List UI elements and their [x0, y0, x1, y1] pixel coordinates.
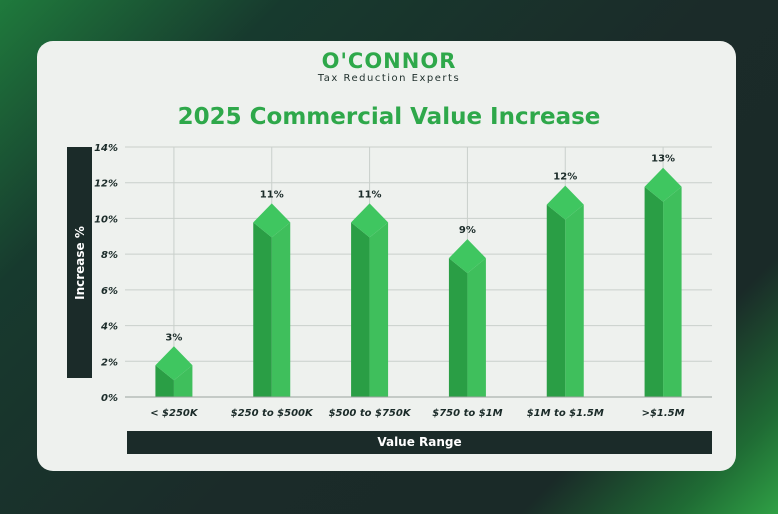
y-tick-label: 0%	[101, 393, 118, 404]
x-axis-label: Value Range	[127, 431, 712, 454]
y-tick-label: 6%	[101, 286, 118, 297]
data-label: 13%	[651, 154, 675, 165]
data-label: 3%	[165, 332, 182, 343]
brand-logo: O'CONNOR	[321, 49, 457, 73]
bar	[546, 185, 584, 397]
y-tick-label: 8%	[101, 250, 118, 261]
data-label: 11%	[358, 189, 382, 200]
y-tick-label: 10%	[94, 214, 118, 225]
x-tick-label: $250 to $500K	[231, 408, 314, 419]
bar	[351, 203, 389, 397]
x-tick-label: < $250K	[150, 408, 199, 419]
y-tick-label: 12%	[94, 179, 118, 190]
y-tick-label: 2%	[101, 357, 118, 368]
chart-title: 2025 Commercial Value Increase	[177, 104, 601, 130]
y-axis-label-box: Increase %	[67, 147, 92, 378]
bar	[448, 239, 486, 397]
data-label: 11%	[260, 189, 284, 200]
x-tick-label: $500 to $750K	[329, 408, 412, 419]
bar	[155, 346, 193, 397]
bar	[253, 203, 291, 397]
x-tick-label: >$1.5M	[642, 408, 685, 419]
data-label: 12%	[553, 172, 577, 183]
y-tick-label: 14%	[94, 143, 118, 154]
x-tick-label: $750 to $1M	[432, 408, 502, 419]
y-tick-label: 4%	[100, 322, 118, 333]
bar	[644, 167, 682, 397]
brand-tagline: Tax Reduction Experts	[317, 73, 461, 84]
x-tick-label: $1M to $1.5M	[527, 408, 604, 419]
data-label: 9%	[459, 225, 476, 236]
